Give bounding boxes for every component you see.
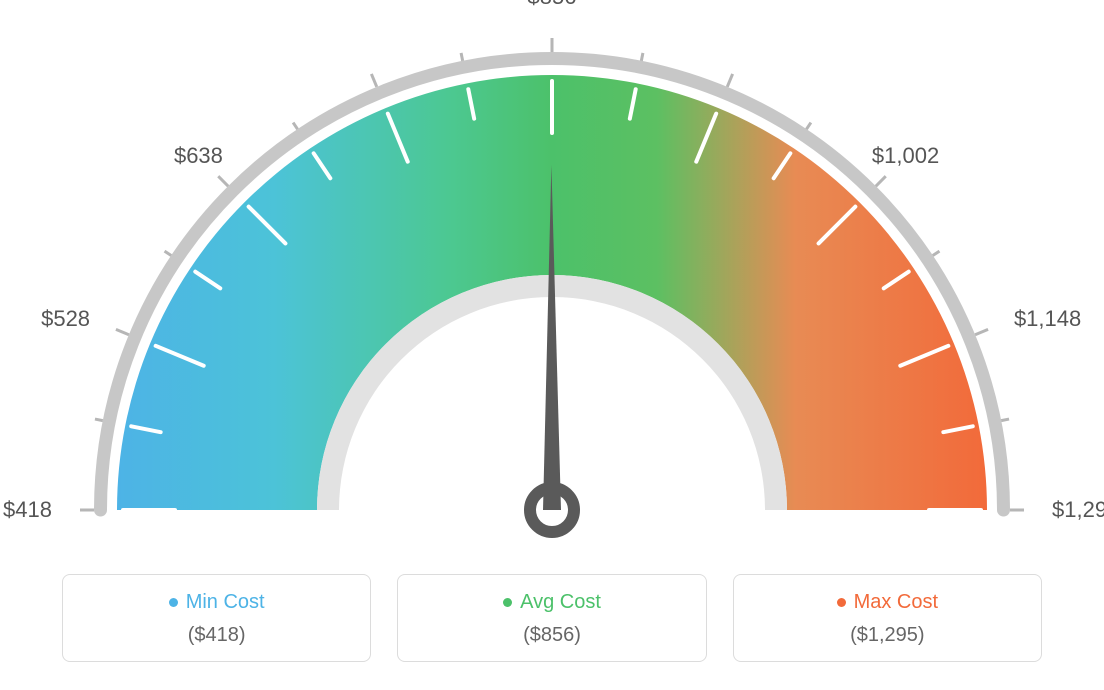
gauge-area: $418 $528 $638 $856 $1,002 $1,148 $1,295 [0, 0, 1104, 560]
tick-label: $638 [174, 143, 223, 169]
legend-card-avg: Avg Cost ($856) [397, 574, 706, 662]
legend-value-min: ($418) [63, 624, 370, 647]
dot-icon [503, 598, 512, 607]
legend-label-min: Min Cost [63, 591, 370, 614]
legend-label-avg: Avg Cost [398, 591, 705, 614]
tick-label: $856 [528, 0, 577, 10]
tick-label: $1,002 [872, 143, 939, 169]
legend-label-text: Min Cost [186, 591, 265, 614]
dot-icon [169, 598, 178, 607]
tick-label: $1,295 [1052, 497, 1104, 523]
legend-value-max: ($1,295) [734, 624, 1041, 647]
gauge-chart-container: $418 $528 $638 $856 $1,002 $1,148 $1,295 Min C… [0, 0, 1104, 690]
dot-icon [837, 598, 846, 607]
legend-value-avg: ($856) [398, 624, 705, 647]
gauge-svg [0, 0, 1104, 560]
tick-label: $1,148 [1014, 306, 1081, 332]
legend-row: Min Cost ($418) Avg Cost ($856) Max Cost… [62, 574, 1042, 662]
legend-label-text: Max Cost [854, 591, 938, 614]
legend-card-max: Max Cost ($1,295) [733, 574, 1042, 662]
legend-label-text: Avg Cost [520, 591, 601, 614]
tick-label: $418 [3, 497, 52, 523]
legend-label-max: Max Cost [734, 591, 1041, 614]
tick-label: $528 [41, 306, 90, 332]
legend-card-min: Min Cost ($418) [62, 574, 371, 662]
